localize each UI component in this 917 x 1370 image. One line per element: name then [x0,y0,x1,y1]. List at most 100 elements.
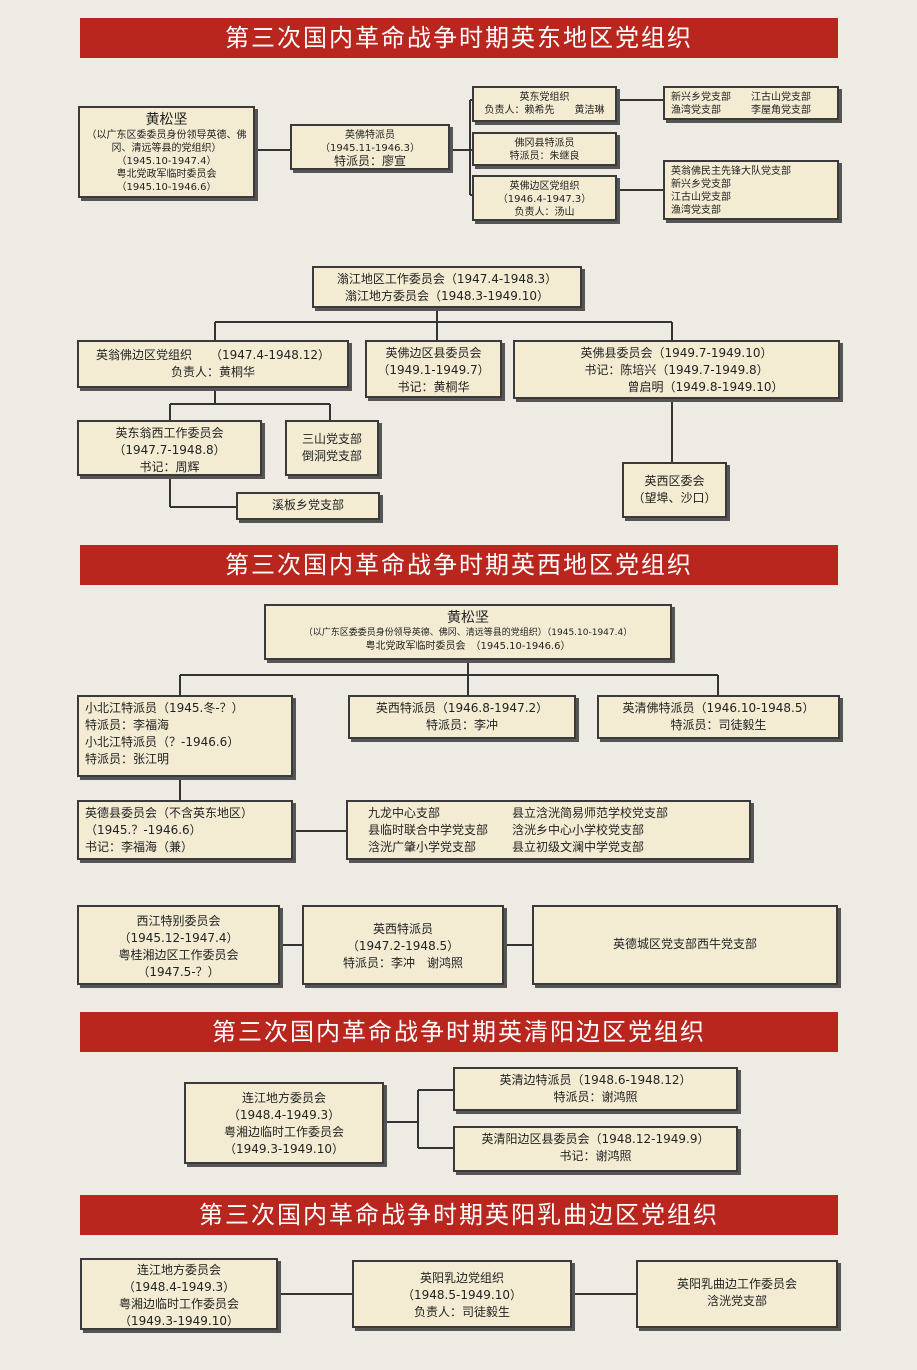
box-text: （1947.2-1948.5） [346,939,460,953]
box-text: 三山党支部 [301,432,362,446]
box-text: 连江地方委员会 [241,1091,326,1105]
box-text: （1948.4-1949.3） [227,1108,341,1122]
box-text: 英西特派员 [372,922,433,936]
box-sanshan-branch: 三山党支部 倒洞党支部 [285,420,379,476]
box-text: 书记：李福海（兼） [85,840,194,854]
box-lianjiang-committee-2: 连江地方委员会 （1948.4-1949.3） 粤湘边临时工作委员会 （1949… [80,1258,278,1330]
box-yingde-city-branch: 英德城区党支部西牛党支部 [532,905,838,985]
box-text: 粤湘边临时工作委员会 [118,1297,239,1311]
box-text: （1945.10-1947.4） [116,156,217,167]
section-title-yingxi: 第三次国内革命战争时期英西地区党组织 [80,545,838,585]
box-text: （1949.3-1949.10） [224,1142,344,1156]
box-text: （1949.3-1949.10） [119,1314,239,1328]
box-xiaobeijiang-envoy: 小北江特派员（1945.冬-？） 特派员：李福海 小北江特派员（？-1946.6… [77,695,293,777]
box-yingfo-border-org: 英佛边区党组织 （1946.4-1947.3） 负责人：汤山 [472,175,617,221]
box-text: （1945.10-1946.6） [116,182,217,193]
box-text: （1947.5-？） [137,965,220,979]
box-wengjiang-committee: 滃江地区工作委员会（1947.4-1948.3） 滃江地方委员会（1948.3-… [312,266,582,308]
box-yingqingyang-county: 英清阳边区县委员会（1948.12-1949.9） 书记：谢鸿照 [453,1126,738,1172]
section-title-yingqingyang: 第三次国内革命战争时期英清阳边区党组织 [80,1012,838,1052]
box-yingde-branches: 九龙中心支部 县立浛洸简易师范学校党支部 县临时联合中学党支部 浛洸乡中心小学校… [346,800,751,860]
box-text: 滃江地区工作委员会（1947.4-1948.3） [336,272,558,286]
box-huang-songjian: 黄松坚 （以广东区委委员身份领导英德、佛 冈、清远等县的党组织） （1945.1… [78,106,255,198]
box-text: 倒洞党支部 [301,449,362,463]
box-text: （以广东区委委员身份领导英德、佛 [86,130,247,141]
box-text: 英西区委会 [644,474,705,488]
box-yingdong-org: 英东党组织 负责人：赖希先 黄洁琳 [472,86,617,122]
box-text: （1948.5-1949.10） [402,1288,522,1302]
box-text: 英西特派员（1946.8-1947.2） [375,701,549,715]
box-text: （以广东区委委员身份领导英德、佛冈、清远等县的党组织）（1945.10-1947… [303,628,633,638]
box-text: 渔湾党支部 [671,205,721,216]
box-text: 英清阳边区县委员会（1948.12-1949.9） [481,1132,710,1146]
box-text: 溪板乡党支部 [271,498,344,512]
box-text: 小北江特派员（1945.冬-？） [85,701,244,715]
box-text: 县临时联合中学党支部 浛洸乡中心小学校党支部 [368,823,645,837]
box-text: 冈、清远等县的党组织） [111,143,222,154]
box-text: 英佛边区党组织 [509,181,580,192]
box-text: 英佛县委员会（1949.7-1949.10） [580,346,773,360]
box-text: 书记：陈培兴（1949.7-1949.8） [584,363,769,377]
box-text: 新兴乡党支部 江古山党支部 [671,92,811,103]
box-text: （望埠、沙口） [632,491,717,505]
box-text: 负责人：汤山 [514,207,575,218]
box-text: 连江地方委员会 [136,1263,221,1277]
box-text: 英清边特派员（1948.6-1948.12） [499,1073,692,1087]
box-lianjiang-committee: 连江地方委员会 （1948.4-1949.3） 粤湘边临时工作委员会 （1949… [184,1082,384,1164]
box-text: 特派员：朱继良 [509,151,580,162]
box-yingyangru-org: 英阳乳边党组织 （1948.5-1949.10） 负责人：司徒毅生 [352,1260,572,1328]
box-text: （1946.4-1947.3） [497,194,592,205]
box-text: （1945.11-1946.3） [320,143,420,154]
box-text: 英德城区党支部西牛党支部 [612,937,757,951]
box-text: 渔湾党支部 李屋角党支部 [671,105,811,116]
box-yingfo-county: 英佛县委员会（1949.7-1949.10） 书记：陈培兴（1949.7-194… [513,340,840,399]
box-text: 英清佛特派员（1946.10-1948.5） [622,701,815,715]
box-text: 特派员：谢鸿照 [553,1090,638,1104]
box-yingdong-wengxi: 英东翁西工作委员会 （1947.7-1948.8） 书记：周辉 [77,420,262,476]
box-text: 粤北党政军临时委员会 [116,169,217,180]
box-text: 英阳乳边党组织 [419,1271,504,1285]
box-text: 特派员：司徒毅生 [670,718,767,732]
box-yingfo-envoy: 英佛特派员 （1945.11-1946.3） 特派员：廖宣 [290,124,450,170]
box-text: 浛洸党支部 [706,1294,767,1308]
box-text: 佛冈县特派员 [514,138,575,149]
box-text: 粤桂湘边区工作委员会 [118,948,239,962]
box-text: 书记：谢鸿照 [559,1149,632,1163]
box-yingde-county: 英德县委员会（不含英东地区） （1945.？-1946.6） 书记：李福海（兼） [77,800,293,860]
box-branches-2: 英翁佛民主先锋大队党支部 新兴乡党支部 江古山党支部 渔湾党支部 [663,160,839,220]
box-text: 英翁佛边区党组织 （1947.4-1948.12） [96,348,330,362]
box-text: 负责人：黄桐华 [170,365,255,379]
box-text: 英德县委员会（不含英东地区） [85,806,254,820]
box-xiban-branch: 溪板乡党支部 [236,492,380,520]
box-text: （1945.12-1947.4） [118,931,239,945]
box-text: 英翁佛民主先锋大队党支部 [671,166,791,177]
box-text: 英东党组织 [519,92,570,103]
box-fogang-envoy: 佛冈县特派员 特派员：朱继良 [472,132,617,166]
box-yingwengfo-org: 英翁佛边区党组织 （1947.4-1948.12） 负责人：黄桐华 [77,340,349,388]
box-text: 浛洸广肇小学党支部 县立初级文澜中学党支部 [368,840,645,854]
box-text: （1949.1-1949.7） [377,363,490,377]
box-text: 滃江地方委员会（1948.3-1949.10） [345,289,549,303]
box-text: （1947.7-1948.8） [113,443,226,457]
box-xijiang-committee: 西江特别委员会 （1945.12-1947.4） 粤桂湘边区工作委员会 （194… [77,905,280,985]
section-title-yingyangru: 第三次国内革命战争时期英阳乳曲边区党组织 [80,1195,838,1235]
box-text: 负责人：司徒毅生 [413,1305,510,1319]
box-text: 曾启明（1949.8-1949.10） [627,380,784,394]
section-title-yingdong: 第三次国内革命战争时期英东地区党组织 [80,18,838,58]
box-text: （1948.4-1949.3） [122,1280,236,1294]
box-branches-1: 新兴乡党支部 江古山党支部 渔湾党支部 李屋角党支部 [663,86,839,120]
box-yingfo-border-county: 英佛边区县委员会 （1949.1-1949.7） 书记：黄桐华 [365,340,502,398]
box-text: 特派员：李冲 谢鸿照 [342,956,463,970]
box-text: 黄松坚 [145,112,188,128]
box-text: 英佛边区县委员会 [385,346,482,360]
box-text: 英东翁西工作委员会 [115,426,224,440]
box-text: 粤湘边临时工作委员会 [223,1125,344,1139]
box-text: 西江特别委员会 [136,914,221,928]
box-text: 特派员：廖宣 [333,154,406,168]
box-yingxi-envoy: 英西特派员（1946.8-1947.2） 特派员：李冲 [348,695,576,739]
box-text: 英佛特派员 [345,130,395,141]
box-text: 书记：黄桐华 [397,380,470,394]
box-yingqingfo-envoy: 英清佛特派员（1946.10-1948.5） 特派员：司徒毅生 [597,695,840,739]
box-text: 黄松坚 [447,610,489,626]
